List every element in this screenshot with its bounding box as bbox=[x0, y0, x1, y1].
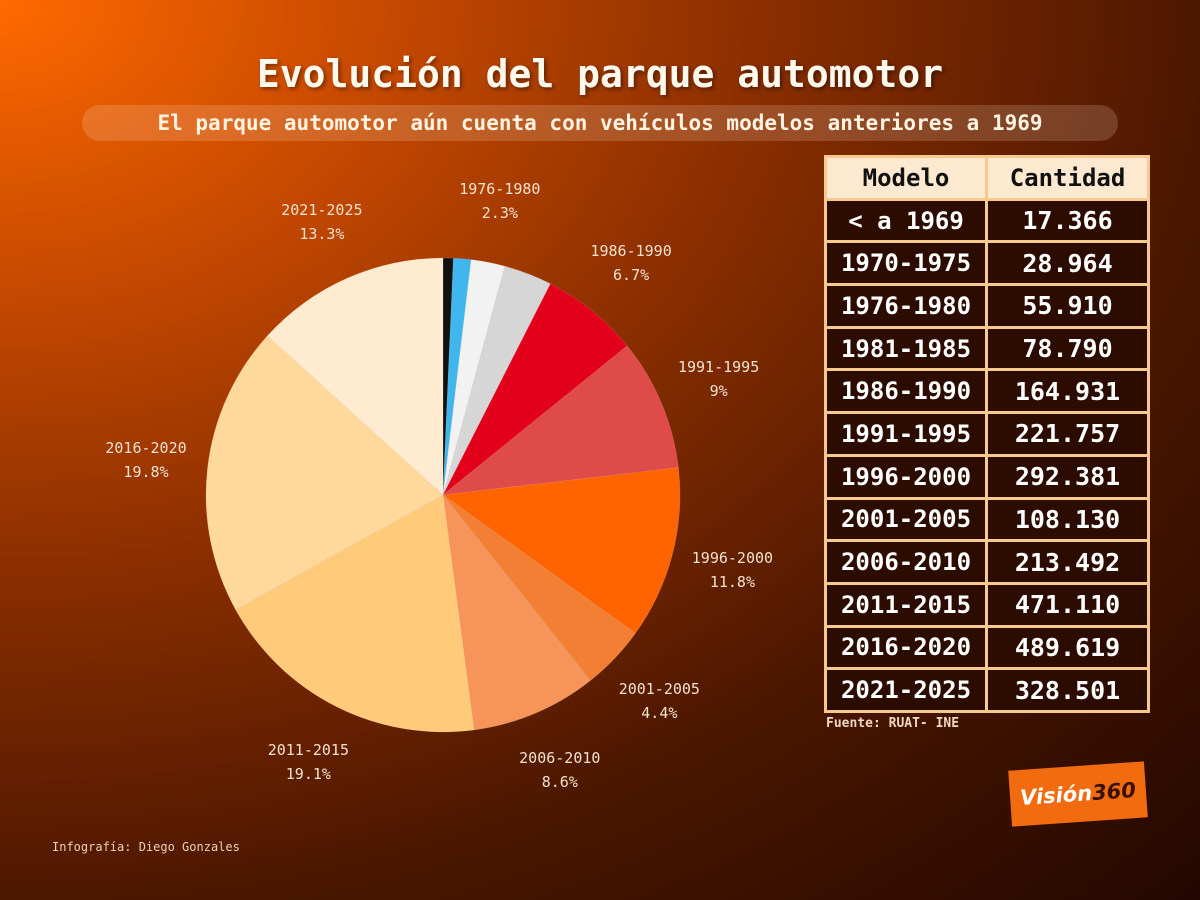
pie-label-name: 1986-1990 bbox=[590, 241, 672, 260]
table-cell-cantidad: 489.619 bbox=[988, 627, 1147, 668]
pie-label-percent: 13.3% bbox=[299, 224, 345, 243]
table-cell-cantidad: 221.757 bbox=[988, 414, 1147, 454]
table-cell-cantidad: 28.964 bbox=[988, 243, 1147, 284]
table-cell-modelo: 1970-1975 bbox=[827, 243, 985, 284]
pie-label: 1976-1980 2.3% bbox=[435, 177, 565, 225]
pie-label-name: 2001-2005 bbox=[618, 680, 700, 699]
table-cell-modelo: 1986-1990 bbox=[827, 371, 985, 412]
pie-slice-1991-1995 bbox=[442, 345, 679, 496]
pie-label: 2021-2025 13.3% bbox=[257, 198, 387, 246]
pie-label-percent: 4.4% bbox=[641, 704, 678, 723]
table-cell-modelo: < a 1969 bbox=[827, 200, 985, 241]
table-cell-modelo: 2016-2020 bbox=[827, 627, 985, 668]
pie-label: 2016-2020 19.8% bbox=[81, 436, 211, 484]
pie-slice-2016-2020 bbox=[205, 335, 444, 611]
pie-label-percent: 9% bbox=[709, 382, 728, 401]
table-header: Cantidad bbox=[988, 158, 1147, 198]
pie-slice-1970-1975 bbox=[442, 257, 472, 496]
table-cell-modelo: 1981-1985 bbox=[827, 328, 985, 369]
page-title: Evolución del parque automotor bbox=[256, 52, 944, 96]
pie-label: 1996-2000 11.8% bbox=[667, 546, 797, 594]
table-cell-modelo: 2021-2025 bbox=[827, 670, 985, 710]
table-cell-cantidad: 471.110 bbox=[988, 584, 1147, 625]
pie-label-percent: 6.7% bbox=[613, 265, 650, 284]
pie-chart bbox=[205, 257, 681, 733]
pie-slice-1996-2000 bbox=[442, 467, 681, 634]
pie-label: 2001-2005 4.4% bbox=[594, 677, 724, 725]
pie-label-percent: 11.8% bbox=[709, 573, 755, 592]
vision360-logo: Visión 360 bbox=[1008, 761, 1148, 827]
pie-label-percent: 8.6% bbox=[541, 773, 578, 792]
pie-label-name: 2021-2025 bbox=[281, 200, 363, 219]
pie-label-name: 2016-2020 bbox=[105, 439, 187, 458]
pie-label-name: 2011-2015 bbox=[267, 740, 349, 759]
subtitle-banner: El parque automotor aún cuenta con vehíc… bbox=[82, 105, 1118, 141]
table-cell-modelo: 1991-1995 bbox=[827, 414, 985, 454]
table-cell-cantidad: 328.501 bbox=[988, 670, 1147, 710]
pie-label-name: 1996-2000 bbox=[691, 549, 774, 568]
pie-slice-2006-2010 bbox=[442, 493, 591, 731]
pie-label: 1986-1990 6.7% bbox=[566, 239, 696, 287]
pie-label: 2006-2010 8.6% bbox=[495, 746, 625, 794]
pie-label-name: 1976-1980 bbox=[459, 180, 541, 199]
pie-slice-a-1969 bbox=[442, 257, 454, 496]
table-cell-modelo: 1996-2000 bbox=[827, 456, 985, 497]
pie-slice-1981-1985 bbox=[442, 265, 551, 496]
logo-number: 360 bbox=[1091, 777, 1137, 805]
pie-label-percent: 19.1% bbox=[285, 764, 331, 783]
pie-label-percent: 19.8% bbox=[123, 463, 169, 482]
table-cell-cantidad: 78.790 bbox=[988, 328, 1147, 369]
credit-note: Infografía: Diego Gonzales bbox=[52, 840, 240, 854]
table-header: Modelo bbox=[827, 158, 985, 198]
pie-slice-1986-1990 bbox=[442, 283, 628, 496]
pie-slice-2021-2025 bbox=[267, 257, 444, 496]
table-cell-cantidad: 17.366 bbox=[988, 200, 1147, 241]
source-note: Fuente: RUAT- INE bbox=[826, 716, 960, 731]
table-cell-cantidad: 108.130 bbox=[988, 499, 1147, 540]
table-cell-modelo: 2006-2010 bbox=[827, 542, 985, 582]
pie-label-name: 2006-2010 bbox=[519, 749, 601, 768]
pie-slice-1976-1980 bbox=[442, 259, 506, 496]
data-table: Modelo Cantidad < a 1969 17.366 1970-1975 28.… bbox=[824, 155, 1150, 713]
pie-label: 2011-2015 19.1% bbox=[243, 738, 373, 786]
table-cell-cantidad: 55.910 bbox=[988, 286, 1147, 326]
table-cell-cantidad: 292.381 bbox=[988, 456, 1147, 497]
table-cell-cantidad: 164.931 bbox=[988, 371, 1147, 412]
table-cell-modelo: 2001-2005 bbox=[827, 499, 985, 540]
pie-slice-2011-2015 bbox=[235, 494, 475, 733]
pie-label-percent: 2.3% bbox=[481, 204, 518, 223]
table-cell-modelo: 2011-2015 bbox=[827, 584, 985, 625]
pie-label-name: 1991-1995 bbox=[677, 358, 760, 377]
pie-label: 1991-1995 9% bbox=[654, 355, 784, 403]
logo-text: Visión bbox=[1019, 781, 1093, 811]
table-cell-modelo: 1976-1980 bbox=[827, 286, 985, 326]
pie-slice-2001-2005 bbox=[442, 494, 636, 682]
table-cell-cantidad: 213.492 bbox=[988, 542, 1147, 582]
